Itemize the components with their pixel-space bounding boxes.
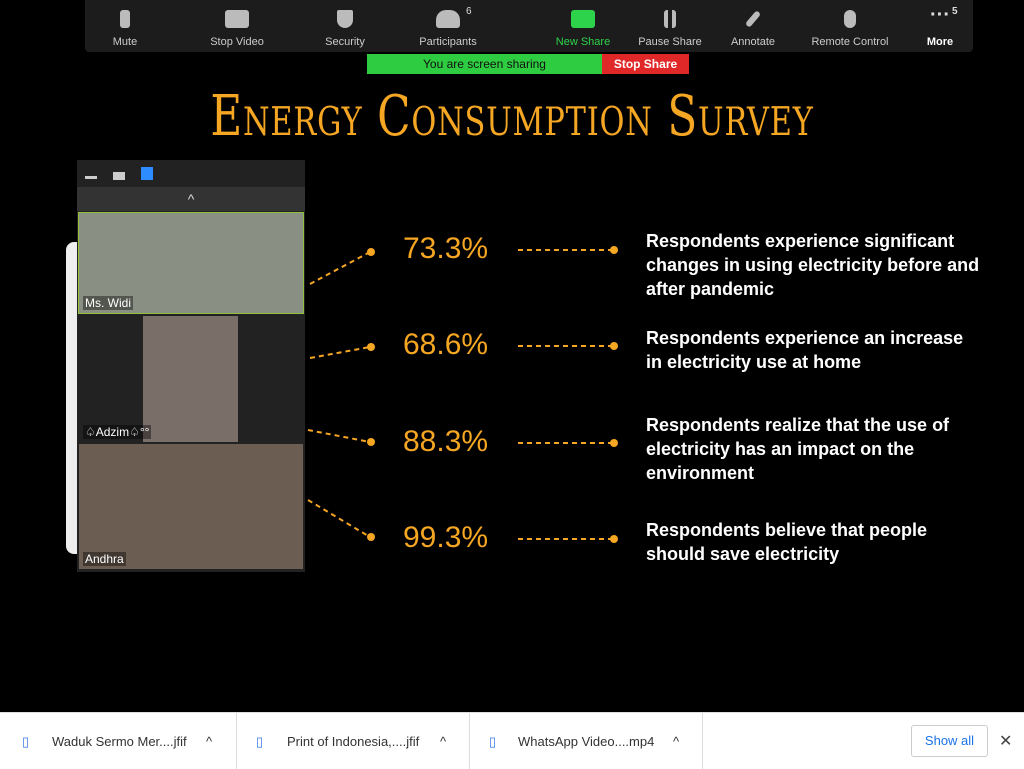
download-item[interactable]: ▯ Print of Indonesia,....jfif ^ (236, 713, 470, 769)
file-name: WhatsApp Video....mp4 (518, 734, 655, 749)
video-tile: Andhra (79, 444, 303, 569)
meeting-toolbar: Mute Stop Video Security 6 Participants N… (85, 0, 973, 52)
chevron: ^ (673, 734, 680, 749)
stat-value: 73.3% (403, 232, 489, 265)
video-feed (143, 316, 238, 442)
file-icon: ▯ (256, 734, 264, 749)
security-button[interactable]: Security (310, 0, 380, 52)
stat-text: Respondents realize that the use of elec… (646, 415, 950, 483)
dot (367, 248, 375, 256)
stat-text: Respondents believe that people should s… (646, 520, 928, 564)
download-item[interactable]: ▯ Waduk Sermo Mer....jfif ^ (0, 713, 237, 769)
button-label: New Share (555, 36, 611, 48)
stat-text: Respondents experience an increase in el… (646, 328, 964, 372)
stat-text: Respondents experience significant chang… (646, 231, 980, 299)
close-button[interactable]: ✕ (999, 733, 1013, 750)
button-label: Participants (419, 36, 477, 48)
chevron: ^ (440, 734, 447, 749)
button-label: Mute (112, 36, 138, 48)
file-icon: ▯ (489, 734, 497, 749)
chevron: ^ (206, 734, 213, 749)
download-item[interactable]: ▯ WhatsApp Video....mp4 ^ (469, 713, 703, 769)
stat-value: 99.3% (403, 521, 489, 554)
participant-name: Ms. Widi (83, 296, 133, 310)
gallery-button[interactable] (141, 167, 153, 180)
file-icon: ▯ (22, 734, 30, 749)
video-tile: ♤Adzim♤°° (79, 316, 303, 442)
badge: 6 (466, 6, 472, 17)
view-button[interactable] (113, 172, 125, 180)
button-label: Stop Video (210, 36, 264, 48)
button-label: More (926, 36, 954, 48)
connector (309, 251, 371, 285)
participant-name: ♤Adzim♤°° (83, 425, 152, 439)
stat-value: 88.3% (403, 425, 489, 458)
slide-edge (66, 242, 80, 554)
connector (307, 499, 371, 538)
mute-button[interactable]: Mute (95, 0, 155, 52)
slide-title: Energy Consumption Survey (210, 84, 814, 149)
button-label: Annotate (730, 36, 776, 48)
stat-value: 68.6% (403, 328, 489, 361)
pause-share-button[interactable]: Pause Share (635, 0, 705, 52)
dot (367, 533, 375, 541)
connector (307, 429, 371, 443)
remote-control-button[interactable]: Remote Control (805, 0, 895, 52)
new-share-button[interactable]: New Share (547, 0, 619, 52)
more-button[interactable]: ··· 5 More (915, 0, 965, 52)
scroll-up-button[interactable]: ^ (77, 187, 305, 211)
button-label: Remote Control (811, 36, 889, 48)
participants-button[interactable]: 6 Participants (408, 0, 488, 52)
video-tile: Ms. Widi (78, 212, 304, 314)
connectors (307, 246, 618, 543)
file-name: Print of Indonesia,....jfif (287, 734, 420, 749)
dot (610, 535, 618, 543)
show-all-button[interactable]: Show all (911, 725, 988, 757)
dot (367, 343, 375, 351)
dot (610, 342, 618, 350)
dot (610, 439, 618, 447)
participant-name: Andhra (83, 552, 126, 566)
download-bar: ▯ Waduk Sermo Mer....jfif ^ ▯ Print of Indo… (0, 712, 1024, 769)
video-button[interactable]: Stop Video (197, 0, 277, 52)
annotate-button[interactable]: Annotate (723, 0, 783, 52)
dot (610, 246, 618, 254)
minimize-button[interactable] (85, 176, 97, 179)
dot (367, 438, 375, 446)
connector (309, 346, 371, 359)
button-label: Pause Share (638, 36, 702, 48)
badge: 5 (952, 6, 958, 17)
file-name: Waduk Sermo Mer....jfif (52, 734, 187, 749)
button-label: Security (325, 36, 365, 48)
sharing-banner: You are screen sharing (367, 54, 602, 74)
stop-share-button[interactable]: Stop Share (602, 54, 689, 74)
